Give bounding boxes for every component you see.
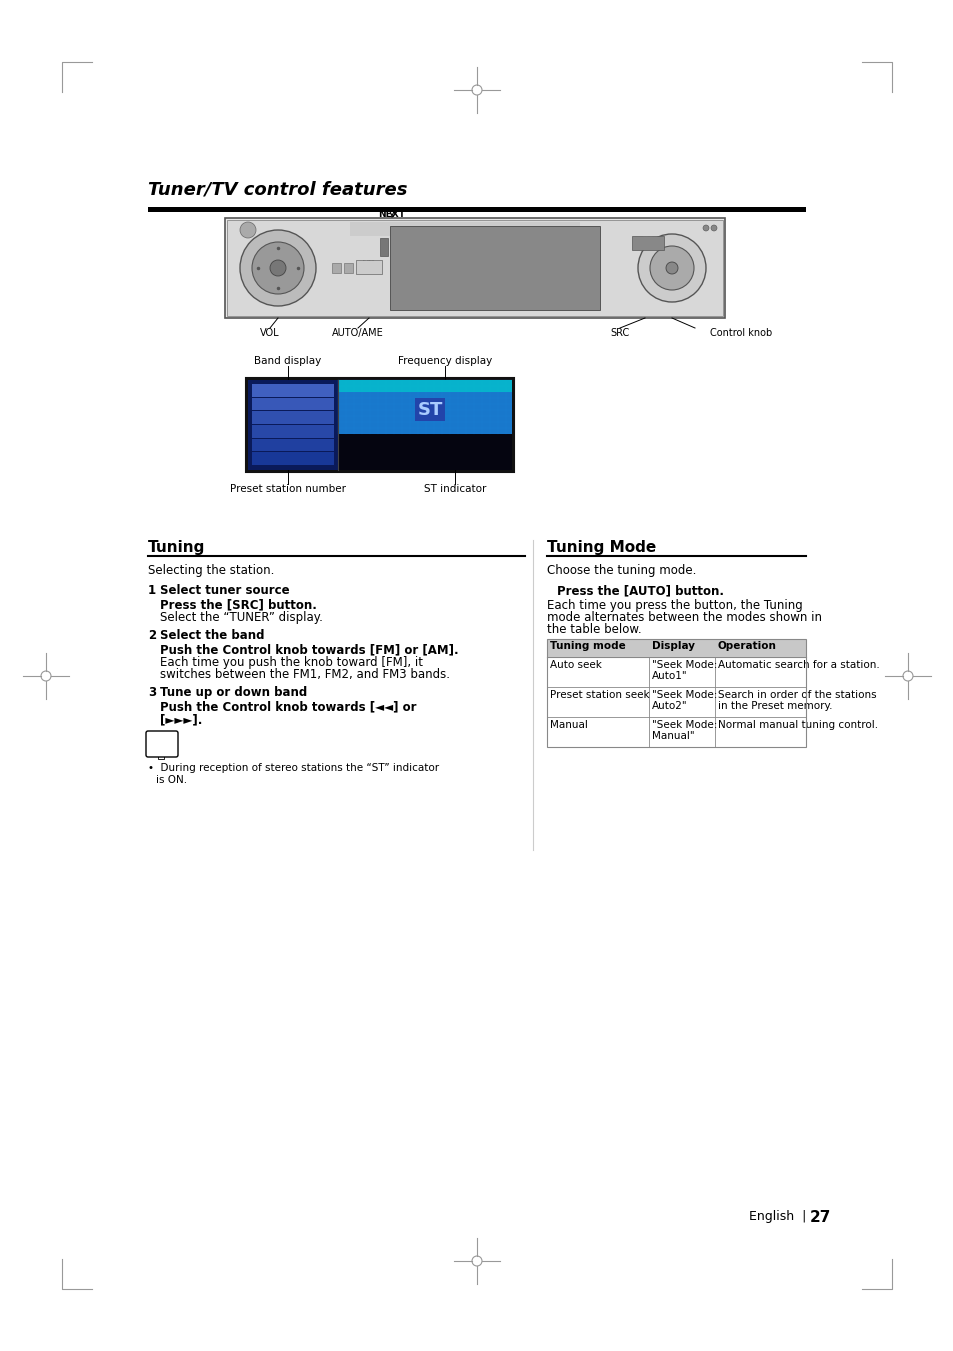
- Text: "Seek Mode:: "Seek Mode:: [651, 661, 717, 670]
- Bar: [546, 639, 805, 747]
- Text: Manual: Manual: [550, 720, 587, 730]
- Circle shape: [252, 242, 304, 295]
- Circle shape: [240, 230, 315, 305]
- Text: the table below.: the table below.: [546, 623, 641, 636]
- Text: is ON.: is ON.: [156, 775, 187, 785]
- Text: Preset station seek: Preset station seek: [550, 690, 649, 700]
- Bar: [252, 426, 334, 438]
- Text: Control knob: Control knob: [709, 328, 771, 338]
- Text: Automatic search for a station.: Automatic search for a station.: [718, 661, 879, 670]
- Bar: [252, 439, 334, 451]
- Text: 27: 27: [809, 1210, 830, 1225]
- Text: Auto1": Auto1": [651, 671, 687, 681]
- Text: KENWOOD: KENWOOD: [442, 223, 487, 232]
- Text: Auto2": Auto2": [651, 701, 687, 711]
- Bar: [248, 380, 512, 470]
- Circle shape: [665, 262, 678, 274]
- Bar: [246, 378, 514, 471]
- Text: Push the Control knob towards [◄◄] or: Push the Control knob towards [◄◄] or: [160, 700, 416, 713]
- Bar: [252, 411, 334, 424]
- Text: 1: 1: [148, 584, 156, 597]
- Text: Search in order of the stations: Search in order of the stations: [718, 690, 876, 700]
- Bar: [355, 259, 381, 274]
- Text: ST indicator: ST indicator: [423, 484, 486, 494]
- Text: Display: Display: [651, 640, 695, 651]
- Bar: [390, 226, 599, 309]
- Text: Auto seek: Auto seek: [550, 661, 601, 670]
- Circle shape: [240, 222, 255, 238]
- Bar: [350, 222, 579, 236]
- Text: Tuning mode: Tuning mode: [550, 640, 625, 651]
- Text: Each time you press the button, the Tuning: Each time you press the button, the Tuni…: [546, 598, 801, 612]
- Text: Press the [SRC] button.: Press the [SRC] button.: [160, 598, 316, 611]
- Text: Manual": Manual": [651, 731, 694, 740]
- Text: Band display: Band display: [254, 357, 321, 366]
- Text: switches between the FM1, FM2, and FM3 bands.: switches between the FM1, FM2, and FM3 b…: [160, 667, 450, 681]
- Text: Preset station number: Preset station number: [230, 484, 346, 494]
- Bar: [252, 384, 334, 397]
- Text: SRC: SRC: [610, 328, 629, 338]
- Text: SRC: SRC: [642, 236, 653, 240]
- Circle shape: [270, 259, 286, 276]
- Text: "Seek Mode:: "Seek Mode:: [651, 690, 717, 700]
- Bar: [379, 238, 388, 255]
- FancyBboxPatch shape: [146, 731, 178, 757]
- Text: AUTO: AUTO: [362, 259, 375, 265]
- Bar: [337, 434, 512, 470]
- Bar: [332, 263, 340, 273]
- Text: mode alternates between the modes shown in: mode alternates between the modes shown …: [546, 611, 821, 624]
- Bar: [546, 639, 805, 657]
- Bar: [225, 218, 724, 317]
- Text: ST: ST: [416, 401, 442, 419]
- Text: Tune up or down band: Tune up or down band: [160, 686, 307, 698]
- Text: Push the Control knob towards [FM] or [AM].: Push the Control knob towards [FM] or [A…: [160, 643, 458, 657]
- Text: Frequency display: Frequency display: [397, 357, 492, 366]
- Text: Selecting the station.: Selecting the station.: [148, 563, 274, 577]
- Circle shape: [649, 246, 693, 290]
- Circle shape: [702, 226, 708, 231]
- Text: Tuning Mode: Tuning Mode: [546, 540, 656, 555]
- Text: AUTO/AME: AUTO/AME: [332, 328, 383, 338]
- Text: Tuning: Tuning: [148, 540, 205, 555]
- Bar: [344, 263, 353, 273]
- Bar: [252, 453, 334, 465]
- Text: Each time you push the knob toward [FM], it: Each time you push the knob toward [FM],…: [160, 657, 422, 669]
- Bar: [227, 220, 722, 316]
- Text: English  |: English |: [748, 1210, 805, 1223]
- Bar: [158, 755, 164, 759]
- Text: [►►►].: [►►►].: [160, 713, 202, 725]
- Text: 2: 2: [148, 630, 156, 642]
- Circle shape: [710, 226, 717, 231]
- Bar: [252, 397, 334, 411]
- Text: Normal manual tuning control.: Normal manual tuning control.: [718, 720, 877, 730]
- Bar: [337, 380, 512, 434]
- Text: in the Preset memory.: in the Preset memory.: [718, 701, 832, 711]
- Text: 3: 3: [148, 686, 156, 698]
- Bar: [248, 380, 337, 470]
- Text: Select the “TUNER” display.: Select the “TUNER” display.: [160, 611, 322, 624]
- Text: "Seek Mode:: "Seek Mode:: [651, 720, 717, 730]
- Bar: [337, 380, 512, 392]
- Text: Choose the tuning mode.: Choose the tuning mode.: [546, 563, 696, 577]
- Text: Tuner/TV control features: Tuner/TV control features: [148, 180, 407, 199]
- Text: Operation: Operation: [718, 640, 776, 651]
- Text: NEXT: NEXT: [378, 209, 405, 219]
- Text: Select the band: Select the band: [160, 630, 264, 642]
- Text: •  During reception of stereo stations the “ST” indicator: • During reception of stereo stations th…: [148, 763, 438, 773]
- Circle shape: [638, 234, 705, 303]
- Bar: [631, 236, 663, 250]
- Text: Select tuner source: Select tuner source: [160, 584, 290, 597]
- Text: Press the [AUTO] button.: Press the [AUTO] button.: [557, 584, 723, 597]
- Text: VOL: VOL: [260, 328, 279, 338]
- Bar: [148, 207, 805, 212]
